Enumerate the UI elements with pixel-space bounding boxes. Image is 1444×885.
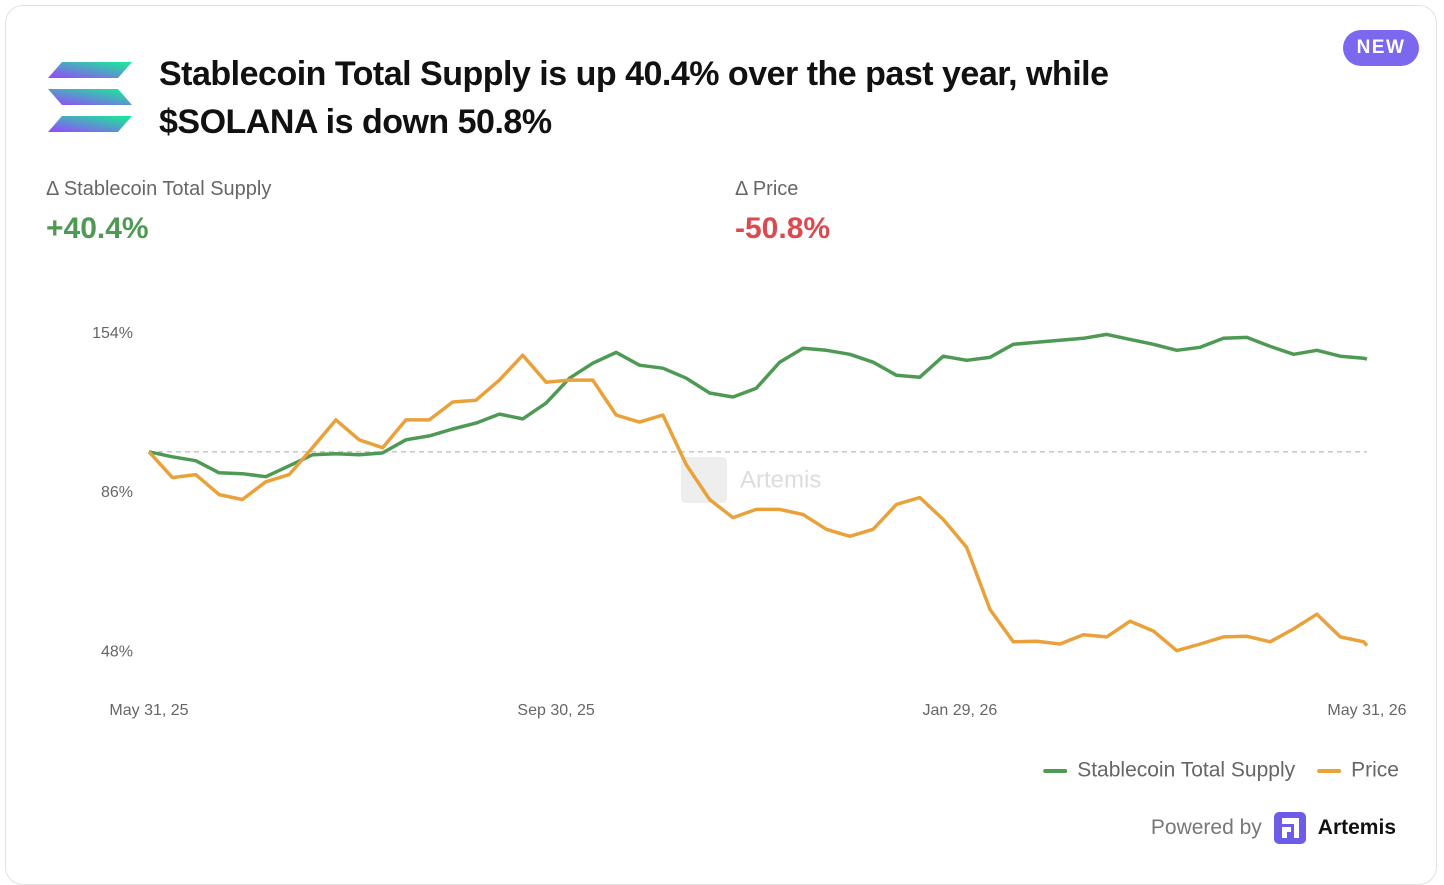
y-tick-label: 48% bbox=[101, 644, 133, 661]
x-tick-label: May 31, 25 bbox=[109, 702, 188, 719]
stat-value: +40.4% bbox=[46, 212, 149, 245]
stat-label: Δ Price bbox=[735, 178, 799, 200]
line bbox=[148, 332, 1368, 479]
stat-value: -50.8% bbox=[735, 212, 831, 245]
powered-by: Powered by bbox=[1150, 816, 1262, 839]
legend-label: Price bbox=[1351, 759, 1399, 782]
x-tick-label: Jan 29, 26 bbox=[923, 702, 998, 719]
stat-label: Δ Stablecoin Total Supply bbox=[46, 178, 272, 200]
x-tick-label: May 31, 26 bbox=[1327, 702, 1406, 719]
y-tick-label: 86% bbox=[101, 484, 133, 501]
card: Stablecoin Total Supply is up 40.4% over… bbox=[5, 5, 1437, 885]
brand-logo bbox=[1273, 812, 1306, 844]
badge: NEW bbox=[1343, 30, 1419, 66]
footer: Powered by Artemis bbox=[1151, 812, 1396, 844]
legend-label: Stablecoin Total Supply bbox=[1077, 759, 1295, 782]
brand: Artemis bbox=[1317, 816, 1396, 839]
watermark: Artemis bbox=[740, 466, 821, 493]
legend: Price Stablecoin Total Supply bbox=[1043, 759, 1399, 782]
title: Stablecoin Total Supply is up 40.4% over… bbox=[159, 55, 1109, 141]
y-tick-label: 154% bbox=[92, 325, 133, 342]
solana-logo bbox=[48, 62, 132, 132]
line bbox=[147, 353, 1369, 653]
x-tick-label: Sep 30, 25 bbox=[517, 702, 595, 719]
watermark-logo bbox=[681, 457, 727, 503]
